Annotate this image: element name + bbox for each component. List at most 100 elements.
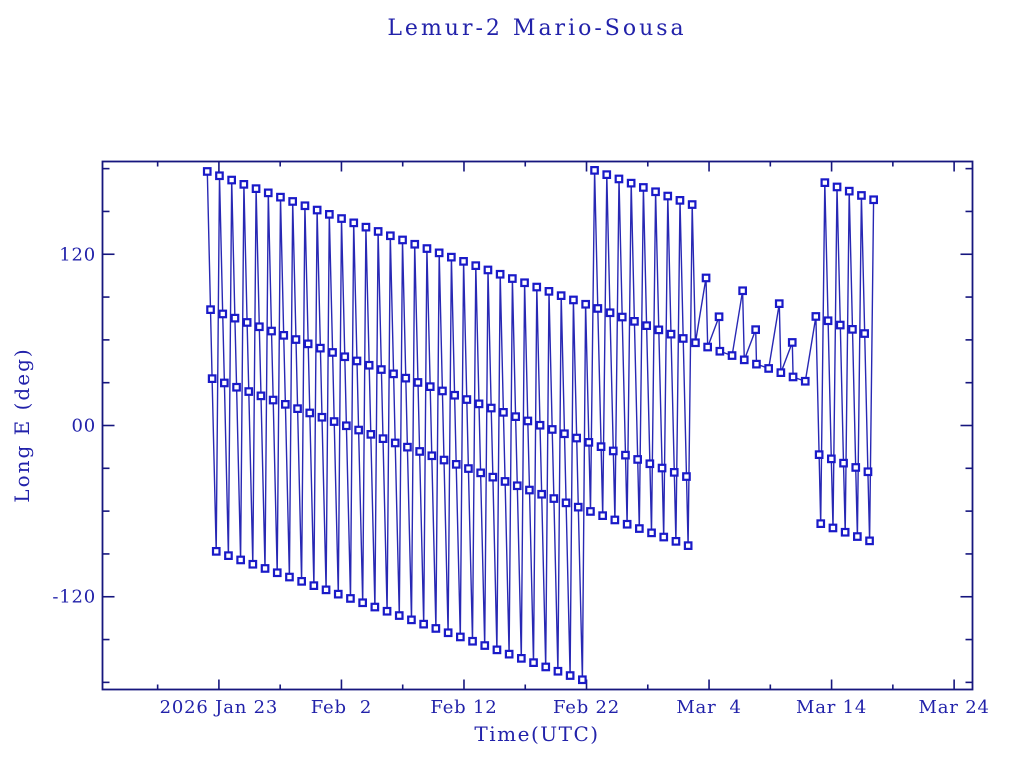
data-marker [260, 564, 270, 573]
data-marker [647, 528, 656, 538]
data-marker [316, 343, 325, 353]
data-marker [816, 519, 826, 529]
data-marker [626, 178, 636, 188]
data-marker [346, 594, 355, 603]
data-marker [577, 675, 587, 685]
data-marker [598, 511, 608, 521]
data-marker [373, 227, 383, 236]
data-marker [633, 455, 643, 464]
data-marker [244, 387, 254, 396]
data-marker [224, 551, 233, 561]
data-marker [525, 485, 534, 495]
data-marker [456, 632, 465, 642]
data-marker [605, 308, 615, 318]
data-marker [321, 585, 331, 595]
data-marker [468, 636, 477, 646]
data-marker [651, 187, 660, 197]
data-marker [267, 326, 276, 336]
data-marker [483, 265, 493, 275]
data-polyline [206, 170, 875, 680]
data-marker [268, 395, 278, 405]
data-marker [800, 376, 810, 386]
data-marker [608, 446, 618, 456]
data-marker [352, 356, 362, 366]
data-marker [230, 313, 240, 323]
data-marker [752, 359, 761, 369]
data-marker [459, 257, 468, 266]
data-marker [826, 454, 836, 464]
data-marker [288, 197, 297, 206]
data-marker [451, 460, 461, 469]
data-marker [610, 515, 620, 525]
data-marker [358, 598, 367, 608]
data-marker [248, 559, 258, 569]
data-marker [865, 536, 874, 546]
data-marker [561, 498, 571, 508]
data-marker [622, 519, 632, 529]
data-marker [462, 395, 472, 404]
data-marker [701, 273, 711, 283]
data-marker [630, 317, 639, 326]
data-marker [584, 438, 594, 447]
data-marker [443, 628, 453, 638]
data-marker [820, 178, 830, 187]
data-marker [303, 339, 313, 349]
data-marker [851, 463, 861, 472]
data-marker [844, 186, 854, 196]
data-marker [390, 438, 400, 448]
data-marker [378, 434, 388, 443]
data-marker [544, 287, 554, 296]
data-marker [683, 541, 693, 551]
data-marker [869, 195, 879, 205]
data-marker [239, 180, 249, 189]
data-marker [364, 360, 374, 370]
data-marker [471, 261, 481, 270]
data-marker [645, 459, 655, 469]
data-marker [279, 331, 289, 340]
data-marker [220, 378, 229, 388]
data-marker [671, 536, 681, 546]
data-marker [687, 200, 697, 209]
data-marker [617, 312, 627, 322]
data-marker [573, 502, 583, 512]
data-marker [863, 467, 873, 477]
data-marker [511, 412, 521, 421]
data-marker [581, 299, 591, 309]
data-marker [839, 458, 848, 468]
data-marker [547, 425, 557, 434]
data-marker [590, 166, 599, 175]
data-marker [474, 399, 484, 409]
data-marker [438, 386, 447, 396]
data-marker [541, 662, 551, 672]
data-marker [508, 274, 517, 283]
data-marker [251, 184, 261, 193]
y-tick-label: 00 [71, 416, 96, 437]
data-marker [572, 433, 582, 443]
data-marker [354, 425, 363, 435]
data-marker [654, 325, 664, 335]
data-marker [852, 532, 862, 541]
x-tick-label: Feb 12 [430, 697, 497, 718]
data-marker [370, 602, 380, 612]
data-marker [398, 235, 407, 245]
x-tick-label: Mar 4 [676, 697, 741, 718]
chart-title: Lemur-2 Mario-Sousa [387, 16, 687, 41]
data-marker [281, 400, 290, 409]
data-marker [291, 335, 301, 344]
data-marker [366, 430, 376, 439]
data-marker [300, 201, 310, 211]
data-marker [427, 451, 437, 461]
data-marker [403, 442, 412, 452]
data-marker [386, 231, 395, 241]
data-marker [638, 183, 648, 192]
data-marker [523, 416, 533, 426]
data-marker [410, 239, 420, 249]
data-marker [666, 329, 676, 339]
data-marker [537, 489, 547, 499]
data-marker [739, 355, 749, 365]
data-marker [312, 205, 322, 215]
data-marker [500, 477, 510, 486]
data-marker [342, 421, 351, 431]
data-marker [553, 666, 563, 676]
